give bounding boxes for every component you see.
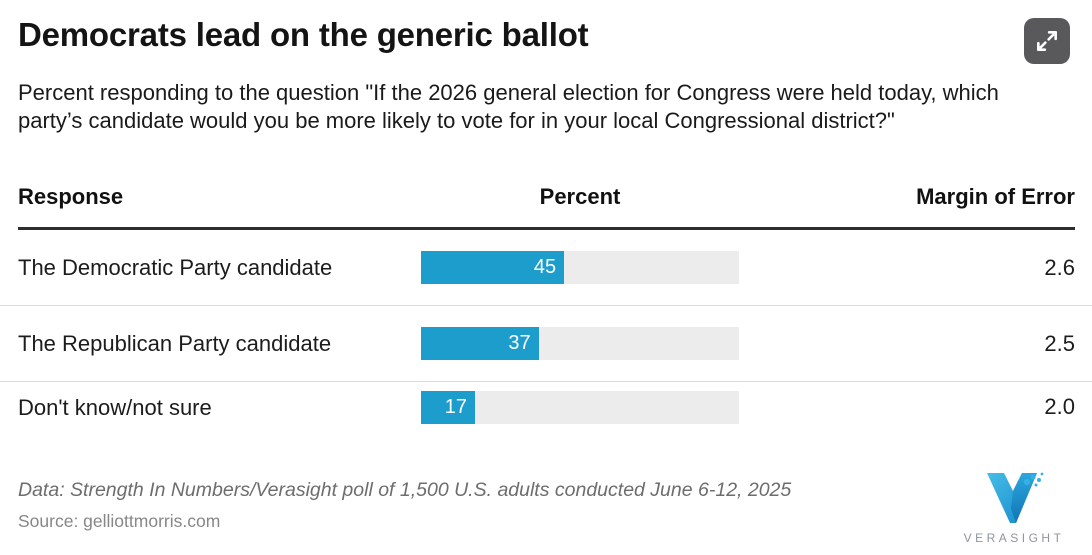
expand-button[interactable]: [1024, 18, 1070, 64]
expand-arrows-icon: [1034, 28, 1060, 54]
margin-of-error-value: 2.5: [1044, 330, 1075, 356]
margin-of-error-value: 2.6: [1044, 254, 1075, 280]
percent-cell: 37: [421, 327, 739, 360]
bar-fill: 45: [421, 251, 565, 284]
bar-track: 45: [421, 251, 739, 284]
bar-track: 17: [421, 390, 739, 424]
col-header-percent: Percent: [539, 184, 621, 209]
table-body: The Democratic Party candidate 45 2.6 Th…: [0, 230, 1092, 432]
bar-value-label: 37: [508, 332, 531, 354]
response-label: The Democratic Party candidate: [18, 255, 333, 280]
col-header-response: Response: [18, 184, 124, 209]
bar-value-label: 17: [444, 395, 468, 418]
col-header-margin-of-error: Margin of Error: [916, 184, 1075, 209]
table-row: The Republican Party candidate 37 2.5: [0, 306, 1092, 382]
table-row: The Democratic Party candidate 45 2.6: [0, 230, 1092, 306]
source-line: Source: gelliottmorris.com: [18, 511, 221, 531]
percent-cell: 45: [421, 251, 739, 284]
chart-subtitle: Percent responding to the question "If t…: [18, 80, 999, 133]
chart-title: Democrats lead on the generic ballot: [18, 16, 589, 53]
bar-fill: 37: [421, 327, 539, 360]
table-header-row: Response Percent Margin of Error: [0, 184, 1092, 210]
verasight-v-icon: [981, 471, 1047, 529]
percent-cell: 17: [421, 390, 739, 424]
header-rule: [18, 227, 1075, 230]
table-row: Don't know/not sure 17 2.0: [0, 382, 1092, 432]
margin-of-error-value: 2.0: [1044, 394, 1075, 419]
response-label: The Republican Party candidate: [18, 331, 332, 356]
bar-track: 37: [421, 327, 739, 360]
verasight-logo: VERASIGHT: [960, 471, 1068, 545]
bar-fill: 17: [421, 390, 476, 424]
verasight-logo-text: VERASIGHT: [963, 531, 1065, 545]
data-note: Data: Strength In Numbers/Verasight poll…: [18, 479, 792, 501]
bar-value-label: 45: [533, 256, 557, 278]
response-label: Don't know/not sure: [18, 394, 212, 420]
